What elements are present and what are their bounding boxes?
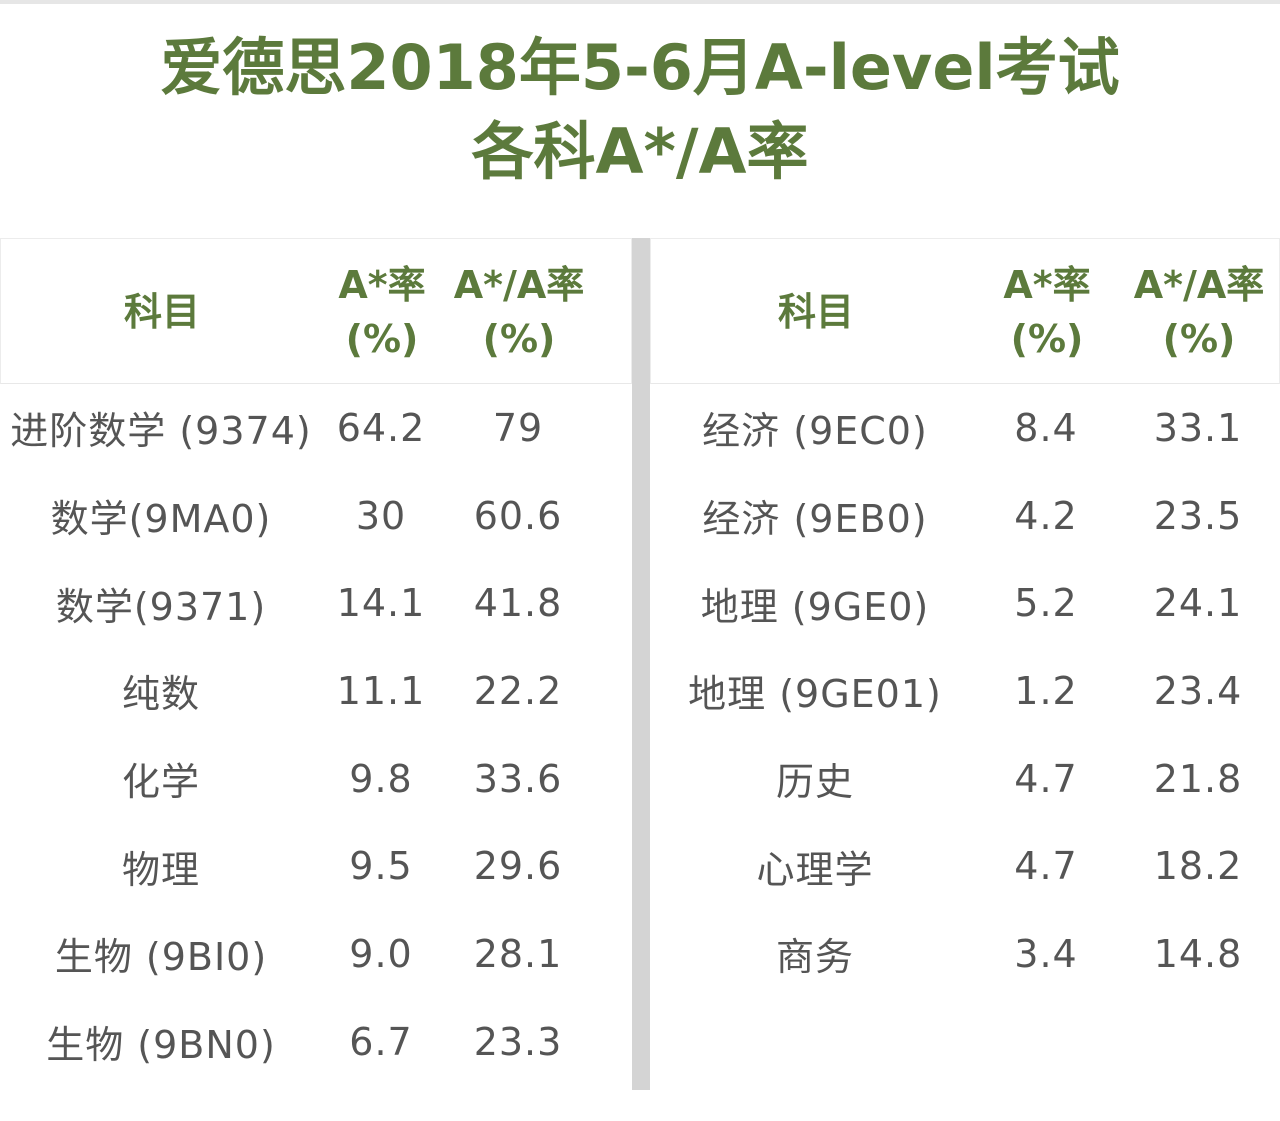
subject-cell: 进阶数学 (9374) — [10, 409, 312, 454]
header-subject: 科目 — [651, 239, 981, 385]
astar-a-rate-cell: 33.6 — [473, 756, 563, 801]
subject-cell: 物理 — [121, 847, 200, 892]
header-astar-label: A*率 — [1003, 263, 1091, 307]
page-title: 爱德思2018年5-6月A-level考试 各科A*/A率 — [0, 26, 1280, 194]
table-row: 经济 (9EB0) 4.2 23.5 — [650, 472, 1280, 560]
left-table-header: 科目 A*率 (%) A*/A率 (%) — [0, 238, 632, 384]
header-subject: 科目 — [1, 239, 323, 385]
astar-a-rate-cell: 60.6 — [473, 493, 563, 538]
astar-rate-cell: 4.7 — [1014, 844, 1078, 889]
astar-a-rate-cell: 29.6 — [473, 844, 563, 889]
astar-rate-cell: 1.2 — [1014, 668, 1078, 713]
astar-a-rate-cell: 18.2 — [1153, 844, 1243, 889]
astar-rate-cell: 4.7 — [1014, 756, 1078, 801]
right-table-body: 经济 (9EC0) 8.4 33.1 经济 (9EB0) 4.2 23.5 地理 (9GE0… — [650, 384, 1280, 998]
astar-a-rate-cell: 23.4 — [1153, 668, 1243, 713]
astar-rate-cell: 64.2 — [336, 405, 426, 450]
header-astar-unit: (%) — [1010, 317, 1084, 361]
subject-cell: 经济 (9EB0) — [702, 497, 928, 542]
astar-rate-cell: 30 — [355, 493, 407, 538]
header-subject-label: 科目 — [777, 290, 854, 334]
header-aa-label: A*/A率 — [453, 263, 585, 307]
subject-cell: 地理 (9GE0) — [700, 584, 930, 629]
header-astar-rate: A*率 (%) — [991, 239, 1103, 385]
table-row: 地理 (9GE0) 5.2 24.1 — [650, 559, 1280, 647]
astar-rate-cell: 9.8 — [349, 756, 413, 801]
astar-a-rate-cell: 28.1 — [473, 931, 563, 976]
subject-cell: 数学(9371) — [55, 584, 267, 629]
astar-a-rate-cell: 22.2 — [473, 668, 563, 713]
astar-a-rate-cell: 23.5 — [1153, 493, 1243, 538]
table-row: 化学 9.8 33.6 — [0, 735, 632, 823]
header-aa-unit: (%) — [1162, 317, 1236, 361]
astar-a-rate-cell: 79 — [492, 405, 544, 450]
table-row: 历史 4.7 21.8 — [650, 735, 1280, 823]
subject-cell: 数学(9MA0) — [50, 497, 272, 542]
astar-rate-cell: 11.1 — [336, 668, 426, 713]
astar-rate-cell: 9.0 — [349, 931, 413, 976]
subject-cell: 生物 (9BI0) — [54, 935, 268, 980]
table-row: 心理学 4.7 18.2 — [650, 822, 1280, 910]
astar-rate-cell: 5.2 — [1014, 581, 1078, 626]
left-table: 科目 A*率 (%) A*/A率 (%) 进阶数学 (9374) 64.2 79 数学… — [0, 238, 632, 1086]
column-divider — [632, 238, 650, 1090]
astar-rate-cell: 4.2 — [1014, 493, 1078, 538]
header-aa-label: A*/A率 — [1133, 263, 1265, 307]
header-astar-a-rate: A*/A率 (%) — [441, 239, 597, 385]
table-row: 进阶数学 (9374) 64.2 79 — [0, 384, 632, 472]
subject-cell: 心理学 — [756, 847, 874, 892]
table-row: 物理 9.5 29.6 — [0, 822, 632, 910]
left-table-body: 进阶数学 (9374) 64.2 79 数学(9MA0) 30 60.6 数学(9371) 1… — [0, 384, 632, 1086]
right-table: 科目 A*率 (%) A*/A率 (%) 经济 (9EC0) 8.4 33.1 经济 … — [650, 238, 1280, 998]
subject-cell: 化学 — [121, 760, 200, 805]
astar-rate-cell: 14.1 — [336, 581, 426, 626]
header-aa-unit: (%) — [482, 317, 556, 361]
table-row: 生物 (9BN0) 6.7 23.3 — [0, 998, 632, 1086]
astar-a-rate-cell: 33.1 — [1153, 405, 1243, 450]
subject-cell: 历史 — [775, 760, 854, 805]
astar-a-rate-cell: 41.8 — [473, 581, 563, 626]
astar-rate-cell: 9.5 — [349, 844, 413, 889]
subject-cell: 地理 (9GE01) — [688, 672, 942, 717]
right-table-header: 科目 A*率 (%) A*/A率 (%) — [650, 238, 1280, 384]
header-astar-rate: A*率 (%) — [323, 239, 441, 385]
astar-a-rate-cell: 14.8 — [1153, 931, 1243, 976]
title-line-1: 爱德思2018年5-6月A-level考试 — [160, 31, 1120, 104]
table-row: 数学(9MA0) 30 60.6 — [0, 472, 632, 560]
table-row: 地理 (9GE01) 1.2 23.4 — [650, 647, 1280, 735]
astar-rate-cell: 6.7 — [349, 1019, 413, 1064]
subject-cell: 经济 (9EC0) — [702, 409, 928, 454]
astar-rate-cell: 8.4 — [1014, 405, 1078, 450]
table-row: 生物 (9BI0) 9.0 28.1 — [0, 910, 632, 998]
subject-cell: 纯数 — [121, 672, 200, 717]
table-row: 纯数 11.1 22.2 — [0, 647, 632, 735]
subject-cell: 商务 — [775, 935, 854, 980]
header-astar-unit: (%) — [345, 317, 419, 361]
table-row: 经济 (9EC0) 8.4 33.1 — [650, 384, 1280, 472]
astar-a-rate-cell: 23.3 — [473, 1019, 563, 1064]
top-rule — [0, 0, 1280, 4]
astar-a-rate-cell: 24.1 — [1153, 581, 1243, 626]
table-row: 商务 3.4 14.8 — [650, 910, 1280, 998]
subject-cell: 生物 (9BN0) — [46, 1023, 276, 1068]
astar-a-rate-cell: 21.8 — [1153, 756, 1243, 801]
table-row: 数学(9371) 14.1 41.8 — [0, 559, 632, 647]
astar-rate-cell: 3.4 — [1014, 931, 1078, 976]
header-subject-label: 科目 — [123, 290, 200, 334]
title-line-2: 各科A*/A率 — [471, 115, 809, 188]
header-astar-label: A*率 — [338, 263, 426, 307]
header-astar-a-rate: A*/A率 (%) — [1117, 239, 1280, 385]
